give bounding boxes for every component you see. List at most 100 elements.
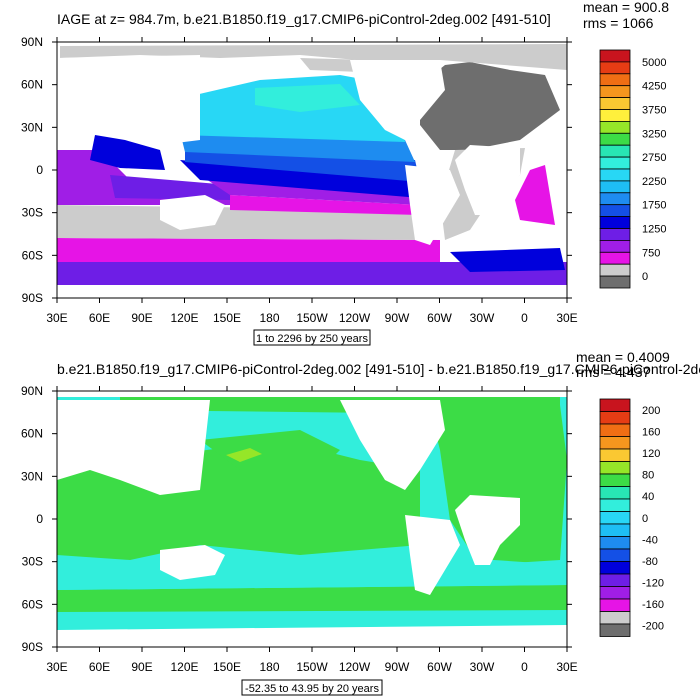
colorbar-label: 750 <box>642 247 660 259</box>
colorbar-label: 2250 <box>642 176 666 188</box>
colorbar-swatch <box>599 132 631 146</box>
land-africa <box>455 145 520 215</box>
colorbar-label: 2750 <box>642 152 666 164</box>
axes-bottom: 30E 60E 90E 120E 150E 180 150W 120W 90W 60W 30W 0 30… <box>21 384 578 674</box>
y-tick-label: 60S <box>22 597 43 611</box>
y-tick-label: 30N <box>21 469 43 483</box>
x-tick-label: 150E <box>213 660 241 674</box>
colorbar-swatch <box>599 523 631 537</box>
colorbar-swatch <box>599 85 631 98</box>
x-tick-label: 90W <box>385 660 410 674</box>
region-pacific-light-cyan <box>255 84 360 112</box>
region-north-atlantic-dark <box>420 62 560 150</box>
colorbar-label: 4250 <box>642 81 666 93</box>
colorbar-label: 0 <box>642 271 648 283</box>
colorbar-label: 120 <box>642 448 660 460</box>
colorbar-swatch <box>599 216 631 229</box>
x-tick-label: 150W <box>296 660 328 674</box>
colorbar-swatch <box>599 598 631 612</box>
region-diff-green-south <box>57 585 567 612</box>
region-southern-ocean-purple <box>57 262 567 285</box>
y-tick-label: 60N <box>21 427 43 441</box>
colorbar-label: -120 <box>642 578 664 590</box>
region-southern-ocean-magenta <box>57 238 440 262</box>
x-tick-label: 120E <box>170 660 198 674</box>
colorbar-swatch <box>599 511 631 525</box>
x-tick-label: 90E <box>131 311 152 325</box>
region-diff-green-pacific <box>200 430 340 470</box>
stat-rms-top: rms = 1066 <box>583 15 654 31</box>
x-tick-label: 30E <box>556 660 577 674</box>
x-tick-label: 60E <box>89 311 110 325</box>
colorbar-label: -160 <box>642 599 664 611</box>
colorbar-swatch <box>599 180 631 194</box>
colorbar-swatch <box>599 561 631 575</box>
x-tick-label: 0 <box>521 311 528 325</box>
colorbar-swatch <box>599 275 631 289</box>
colorbar-label: 0 <box>642 513 648 525</box>
colorbar-label: 80 <box>642 470 654 482</box>
colorbar-swatch <box>599 204 631 217</box>
colorbar-swatch <box>599 573 631 587</box>
y-tick-label: 0 <box>36 163 43 177</box>
x-tick-label: 150E <box>213 311 241 325</box>
contour-info-box-bottom <box>241 679 383 696</box>
x-tick-label: 90E <box>131 660 152 674</box>
x-tick-label: 180 <box>259 660 279 674</box>
stat-mean-bottom: mean = 0.4009 <box>576 349 670 365</box>
colorbar-swatch <box>599 486 631 500</box>
colorbar-swatch <box>599 168 631 182</box>
x-tick-label: 120W <box>339 311 371 325</box>
colorbar-swatch <box>599 109 631 122</box>
stat-rms-bottom: rms = 4.437 <box>576 364 651 380</box>
land-antarctica <box>57 625 567 647</box>
colorbar-top: 5000 4250 3750 3250 2750 2250 1750 1250 750 0 <box>599 49 666 289</box>
region-pacific-deep-blue <box>180 160 420 198</box>
colorbar-swatch <box>599 228 631 241</box>
x-tick-label: 90W <box>385 311 410 325</box>
colorbar-swatch <box>599 473 631 487</box>
colorbar-swatch <box>599 263 631 277</box>
colorbar-swatch <box>599 548 631 562</box>
x-tick-label: 30W <box>470 311 495 325</box>
land-australia <box>160 545 225 580</box>
x-tick-label: 30E <box>46 660 67 674</box>
land-north-america <box>340 400 445 490</box>
region-indian-violet <box>110 175 230 200</box>
y-tick-label: 90S <box>22 291 43 305</box>
axes-top: 30E 60E 90E 120E 150E 180 150W 120W 90W 60W 30W 0 30… <box>21 35 578 325</box>
colorbar-label: 3750 <box>642 105 666 117</box>
colorbar-bottom: 200 160 120 80 40 0 -40 -80 -120 -160 -200 <box>599 398 664 637</box>
age-field <box>57 44 567 298</box>
contour-info-bottom: -52.35 to 43.95 by 20 years <box>245 683 379 695</box>
land-africa <box>455 495 520 565</box>
colorbar-swatch <box>599 623 631 637</box>
land-eurasia <box>57 55 200 145</box>
colorbar-swatch <box>599 436 631 450</box>
chart-title-top: IAGE at z= 984.7m, b.e21.B1850.f19_g17.C… <box>57 11 551 27</box>
difference-field <box>57 391 567 647</box>
panel-bottom: 30E 60E 90E 120E 150E 180 150W 120W 90W 60W 30W 0 30… <box>21 349 700 696</box>
x-tick-label: 150W <box>296 311 328 325</box>
colorbar-swatch <box>599 411 631 425</box>
colorbar-label: 5000 <box>642 57 666 69</box>
y-tick-label: 60N <box>21 78 43 92</box>
colorbar-swatch <box>599 448 631 462</box>
colorbar-swatch <box>599 121 631 134</box>
colorbar-swatch <box>599 461 631 475</box>
chart-title-bottom: b.e21.B1850.f19_g17.CMIP6-piControl-2deg… <box>57 361 700 377</box>
colorbar-swatch <box>599 498 631 512</box>
region-pacific-south-magenta <box>230 195 420 215</box>
x-tick-label: 180 <box>259 311 279 325</box>
colorbar-label: 3250 <box>642 128 666 140</box>
y-tick-label: 90N <box>21 35 43 49</box>
colorbar-swatch <box>599 239 631 253</box>
contour-info-box-top <box>253 329 371 346</box>
colorbar-label: 200 <box>642 405 660 417</box>
region-diff-yellow-spot <box>226 448 262 462</box>
y-tick-label: 30S <box>22 206 43 220</box>
colorbar-swatch <box>599 61 631 75</box>
colorbar-swatch <box>599 423 631 437</box>
y-tick-label: 30S <box>22 555 43 569</box>
land-antarctica <box>57 285 567 298</box>
